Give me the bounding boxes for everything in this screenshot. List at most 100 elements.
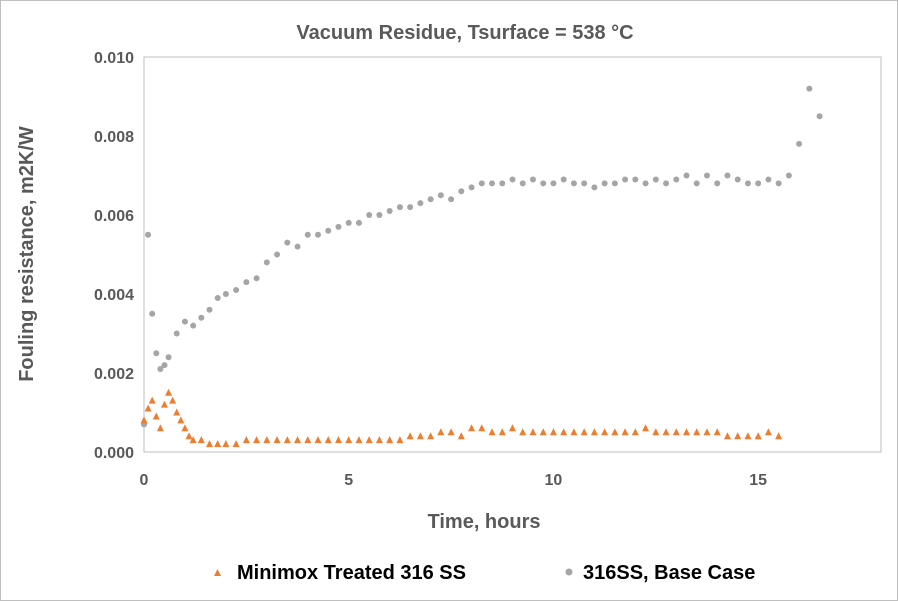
circle-point [775, 180, 782, 187]
triangle-point [185, 432, 193, 440]
triangle-point [734, 432, 742, 440]
circle-point [519, 180, 526, 187]
triangle-point [580, 428, 588, 436]
triangle-point [693, 428, 701, 436]
circle-point [652, 176, 659, 183]
circle-point [734, 176, 741, 183]
circle-point [417, 200, 424, 207]
circle-point [693, 180, 700, 187]
circle-point [673, 176, 680, 183]
circle-point [145, 231, 152, 238]
circle-point [796, 140, 803, 147]
circle-point [161, 362, 168, 369]
x-tick-label: 0 [140, 472, 149, 489]
triangle-point [152, 412, 160, 420]
triangle-point [549, 428, 557, 436]
circle-point [345, 219, 352, 226]
circle-marker-icon [565, 568, 573, 576]
y-axis-ticks: 0.000 0.002 0.004 0.006 0.008 0.010 [94, 50, 134, 462]
circle-point [284, 239, 291, 246]
triangle-point [509, 424, 516, 432]
triangle-point [181, 424, 189, 432]
y-tick-label: 0.004 [94, 287, 134, 304]
triangle-point [253, 436, 261, 444]
triangle-point [263, 436, 271, 444]
circle-point [315, 231, 322, 238]
circle-point [570, 180, 577, 187]
circle-point [448, 196, 455, 203]
triangle-point [222, 440, 230, 448]
triangle-point [396, 436, 404, 444]
circle-point [581, 180, 588, 187]
circle-point [149, 310, 156, 317]
triangle-point [304, 436, 312, 444]
x-tick-label: 15 [749, 472, 767, 489]
circle-point [560, 176, 567, 183]
triangle-point [744, 432, 752, 440]
triangle-point [273, 436, 281, 444]
circle-point [325, 227, 332, 234]
circle-point [499, 180, 506, 187]
y-tick-label: 0.006 [94, 208, 134, 225]
circle-point [294, 243, 301, 250]
triangle-point [294, 436, 302, 444]
triangle-point [662, 428, 670, 436]
triangle-point [447, 428, 455, 436]
circle-point [190, 322, 197, 329]
triangle-point [488, 428, 496, 436]
triangle-point [177, 416, 185, 424]
triangle-point [283, 436, 291, 444]
series-minimox [140, 388, 783, 448]
circle-point [173, 330, 180, 337]
circle-point [806, 85, 813, 92]
circle-point [642, 180, 649, 187]
triangle-point [214, 440, 222, 448]
circle-point [214, 294, 221, 301]
circle-point [253, 275, 260, 282]
legend-label-minimox: Minimox Treated 316 SS [237, 562, 466, 584]
triangle-point [345, 436, 353, 444]
circle-point [509, 176, 516, 183]
circle-point [206, 306, 213, 313]
circle-point [540, 180, 547, 187]
circle-point [703, 172, 710, 179]
triangle-point [173, 408, 181, 416]
triangle-point [197, 436, 205, 444]
x-tick-label: 5 [344, 472, 353, 489]
circle-point [755, 180, 762, 187]
circle-point [366, 212, 373, 218]
circle-point [632, 176, 639, 183]
circle-point [165, 354, 172, 361]
triangle-point [764, 428, 772, 436]
circle-point [243, 279, 250, 286]
circle-point [663, 180, 670, 187]
triangle-point [529, 428, 537, 436]
circle-point [744, 180, 751, 187]
circle-point [222, 291, 229, 297]
triangle-point [169, 396, 177, 404]
legend-label-base-case: 316SS, Base Case [583, 562, 755, 584]
x-axis-title: Time, hours [428, 511, 541, 533]
triangle-point [334, 436, 342, 444]
y-tick-label: 0.010 [94, 50, 134, 67]
circle-point [714, 180, 721, 187]
legend: Minimox Treated 316 SS 316SS, Base Case [214, 562, 755, 584]
y-tick-label: 0.008 [94, 129, 134, 146]
series-base-case [141, 85, 823, 428]
triangle-point [406, 432, 414, 440]
y-tick-label: 0.002 [94, 366, 134, 383]
circle-point [765, 176, 772, 183]
circle-point [355, 219, 362, 226]
circle-point [683, 172, 690, 179]
circle-point [396, 204, 403, 211]
circle-point [601, 180, 608, 187]
triangle-point [631, 428, 639, 436]
triangle-point [723, 432, 731, 440]
circle-point [376, 212, 383, 218]
triangle-point [478, 424, 486, 432]
triangle-point [703, 428, 711, 436]
triangle-point [206, 440, 214, 448]
circle-point [198, 314, 205, 321]
circle-point [153, 350, 160, 357]
circle-point [550, 180, 557, 187]
